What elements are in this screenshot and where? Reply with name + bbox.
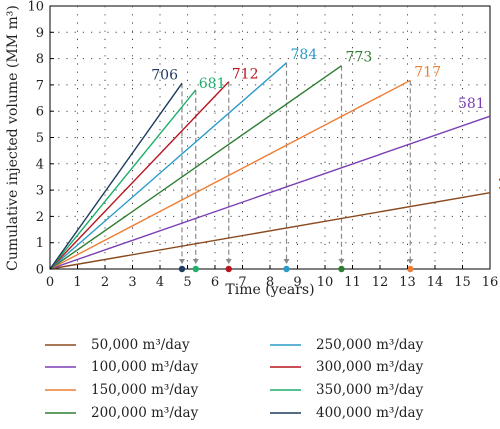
drop-arrow (192, 259, 199, 264)
end-time-marker (338, 265, 345, 273)
grid (50, 6, 490, 269)
end-value-label: 717 (414, 64, 441, 80)
legend-label: 100,000 m³/day (91, 359, 199, 375)
series-line (49, 79, 411, 270)
end-value-label: 712 (232, 67, 259, 83)
y-tick-label: 4 (36, 157, 44, 172)
x-axis-title: Time (years) (225, 282, 314, 298)
x-tick-label: 12 (372, 275, 389, 290)
y-tick-label: 6 (36, 105, 44, 120)
x-tick-label: 13 (399, 275, 416, 290)
x-tick-label: 14 (427, 275, 444, 290)
legend: 50,000 m³/day 100,000 m³/day 150,000 m³/da… (45, 337, 424, 421)
legend-label: 200,000 m³/day (91, 405, 199, 421)
legend-label: 50,000 m³/day (91, 337, 190, 353)
data-labels: 291 581 717 773 784 712 681 706 (151, 47, 500, 193)
y-tick-label: 9 (36, 26, 44, 41)
end-time-marker (192, 265, 199, 273)
y-tick-label: 7 (36, 78, 44, 93)
series-lines (49, 62, 491, 270)
drop-lines (179, 62, 414, 264)
x-tick-label: 1 (73, 275, 81, 290)
x-tick-label: 11 (344, 275, 361, 290)
end-value-label: 706 (151, 67, 178, 83)
x-tick-label: 15 (454, 275, 471, 290)
drop-arrow (225, 259, 232, 264)
legend-label: 400,000 m³/day (316, 405, 424, 421)
x-tick-label: 4 (156, 275, 164, 290)
x-tick-label: 10 (317, 275, 334, 290)
drop-arrow (407, 259, 414, 264)
drop-arrow (283, 259, 290, 264)
x-tick-label: 2 (101, 275, 109, 290)
end-value-label: 581 (458, 96, 485, 112)
series-line (49, 192, 491, 270)
end-value-label: 784 (291, 47, 318, 63)
y-tick-label: 5 (36, 131, 44, 146)
x-tick-label: 6 (211, 275, 219, 290)
end-value-label: 291 (498, 177, 500, 193)
legend-label: 350,000 m³/day (316, 382, 424, 398)
series-line (49, 89, 197, 270)
end-time-marker (225, 265, 232, 273)
legend-label: 300,000 m³/day (316, 359, 424, 375)
y-tick-label: 0 (36, 263, 44, 278)
drop-arrow (338, 259, 345, 264)
series-line (49, 81, 230, 270)
series-line (49, 115, 491, 270)
y-tick-label: 10 (27, 0, 44, 15)
end-value-label: 681 (199, 76, 226, 92)
x-tick-label: 3 (128, 275, 136, 290)
y-axis-title: Cumulative injected volume (MM m³) (5, 5, 21, 271)
end-time-marker (178, 265, 186, 273)
end-value-label: 773 (346, 50, 373, 66)
end-time-marker (407, 265, 414, 273)
x-axis-markers (178, 265, 414, 273)
x-tick-label: 0 (46, 275, 54, 290)
x-tick-label: 16 (482, 275, 499, 290)
series-line (49, 65, 342, 270)
series-line (49, 62, 287, 270)
y-tick-label: 1 (36, 236, 44, 251)
y-tick-label: 8 (36, 52, 44, 67)
drop-arrow (179, 259, 185, 264)
x-tick-label: 5 (183, 275, 191, 290)
y-tick-label: 2 (36, 210, 44, 225)
x-tick-label: 7 (238, 275, 246, 290)
x-tick-label: 8 (266, 275, 274, 290)
x-tick-label: 9 (293, 275, 301, 290)
legend-label: 150,000 m³/day (91, 382, 199, 398)
series-line (49, 82, 183, 270)
legend-label: 250,000 m³/day (316, 337, 424, 353)
end-time-marker (283, 265, 290, 273)
y-tick-label: 3 (36, 184, 44, 199)
